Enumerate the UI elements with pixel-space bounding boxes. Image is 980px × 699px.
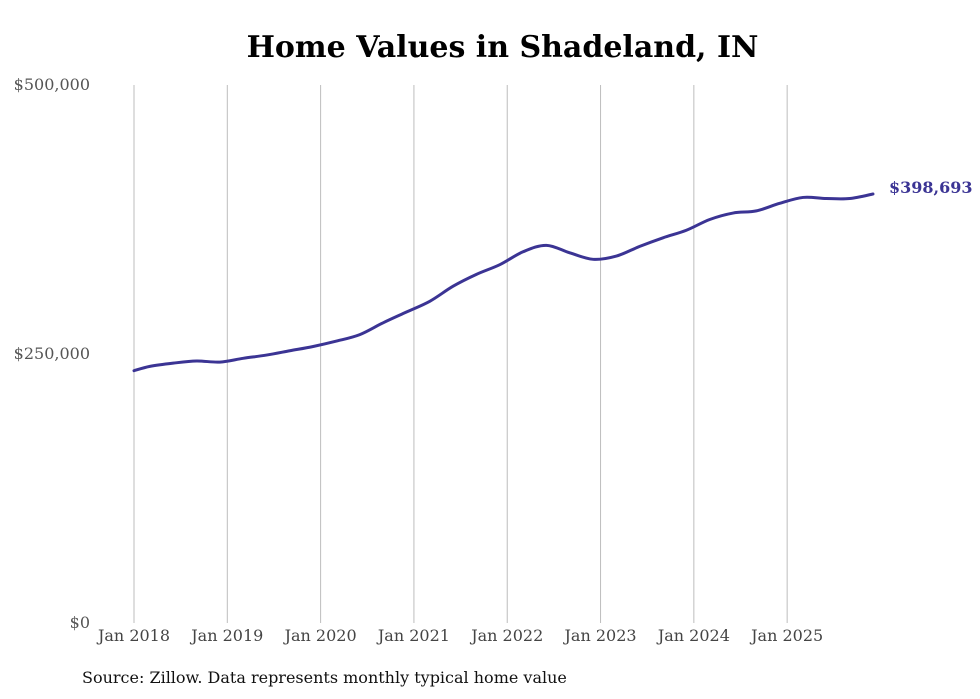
x-tick-label: Jan 2022	[469, 626, 543, 645]
gridlines	[133, 85, 788, 623]
y-tick-label: $250,000	[14, 344, 90, 363]
series-line-0	[132, 192, 875, 373]
x-tick-label: Jan 2019	[189, 626, 263, 645]
x-tick-label: Jan 2018	[96, 626, 170, 645]
x-tick-label: Jan 2021	[376, 626, 450, 645]
y-axis-ticks: $0 $250,000 $500,000	[14, 75, 90, 632]
source-note: Source: Zillow. Data represents monthly …	[82, 668, 567, 687]
series-layer: $398,693	[132, 178, 973, 373]
series-end-value-label: $398,693	[889, 178, 973, 197]
x-tick-label: Jan 2023	[563, 626, 637, 645]
x-tick-label: Jan 2024	[656, 626, 730, 645]
y-tick-label: $0	[70, 613, 90, 632]
chart-title: Home Values in Shadeland, IN	[246, 30, 759, 65]
y-tick-label: $500,000	[14, 75, 90, 94]
x-axis-ticks: Jan 2018 Jan 2019 Jan 2020 Jan 2021 Jan 2022…	[96, 626, 823, 645]
x-tick-label: Jan 2025	[749, 626, 823, 645]
x-tick-label: Jan 2020	[283, 626, 357, 645]
